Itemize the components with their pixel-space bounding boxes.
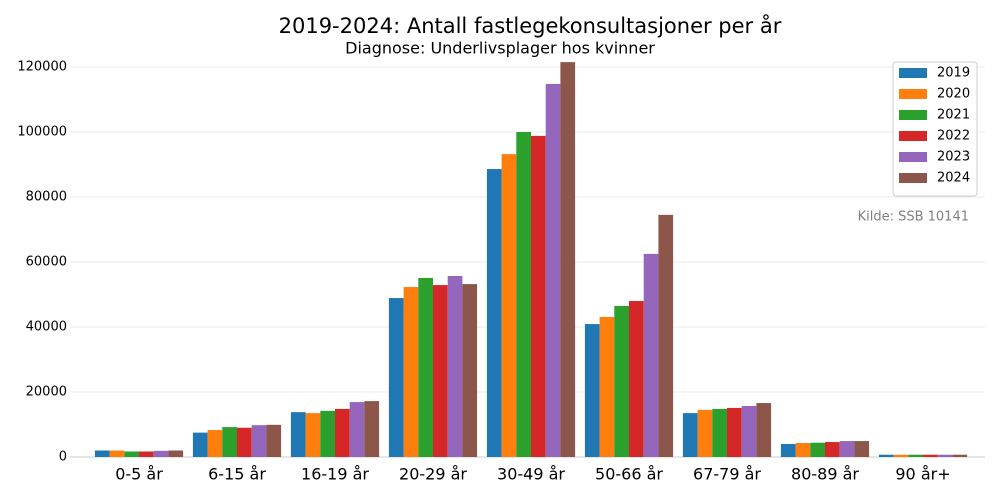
chart-title: 2019-2024: Antall fastlegekonsultasjoner… bbox=[279, 13, 782, 38]
bar bbox=[501, 154, 517, 457]
bar bbox=[192, 432, 208, 457]
bar bbox=[937, 454, 953, 457]
bar bbox=[825, 442, 840, 457]
bar bbox=[207, 430, 223, 457]
bar bbox=[486, 169, 502, 458]
bar bbox=[94, 450, 110, 457]
y-tick-label: 40000 bbox=[26, 320, 67, 335]
bar bbox=[305, 413, 321, 457]
bar bbox=[878, 454, 894, 457]
bar bbox=[741, 405, 757, 457]
y-tick-label: 100000 bbox=[17, 125, 67, 140]
bar bbox=[290, 412, 306, 457]
bar bbox=[599, 316, 615, 457]
bar bbox=[545, 83, 561, 458]
bar bbox=[153, 450, 169, 457]
x-tick-label: 50-66 år bbox=[595, 465, 663, 484]
legend-swatch bbox=[899, 131, 927, 141]
legend-swatch bbox=[899, 152, 927, 162]
chart-subtitle: Diagnose: Underlivsplager hos kvinner bbox=[345, 39, 655, 58]
y-tick-label: 20000 bbox=[26, 385, 67, 400]
bar bbox=[682, 413, 698, 457]
bar bbox=[237, 427, 252, 457]
x-tick-label: 16-19 år bbox=[301, 465, 369, 484]
bar bbox=[629, 301, 644, 457]
bar bbox=[923, 454, 938, 457]
bar bbox=[756, 403, 772, 457]
legend-swatch bbox=[899, 173, 927, 183]
bar bbox=[364, 401, 380, 457]
annotation: Kilde: SSB 10141 bbox=[858, 210, 969, 225]
bar bbox=[251, 425, 267, 457]
bar bbox=[403, 287, 419, 457]
bar bbox=[139, 451, 154, 457]
legend-label: 2022 bbox=[937, 129, 970, 144]
bar bbox=[795, 443, 811, 457]
bar bbox=[893, 454, 909, 457]
bar bbox=[531, 135, 546, 457]
x-tick-label: 90 år+ bbox=[895, 465, 950, 484]
legend-swatch bbox=[899, 110, 927, 120]
bar bbox=[433, 285, 448, 457]
bar bbox=[109, 450, 125, 457]
bar bbox=[335, 408, 350, 457]
bar bbox=[462, 284, 478, 457]
bar bbox=[320, 410, 335, 457]
legend-label: 2024 bbox=[937, 171, 970, 186]
bar bbox=[222, 427, 237, 457]
y-tick-label: 60000 bbox=[26, 255, 67, 270]
bar bbox=[810, 442, 825, 457]
bar bbox=[727, 407, 742, 457]
y-tick-label: 80000 bbox=[26, 190, 67, 205]
x-tick-label: 0-5 år bbox=[115, 465, 163, 484]
x-tick-label: 67-79 år bbox=[693, 465, 761, 484]
bar bbox=[643, 253, 659, 457]
bar bbox=[168, 450, 184, 457]
bar bbox=[908, 454, 923, 457]
legend-label: 2019 bbox=[937, 66, 970, 81]
bar bbox=[388, 298, 404, 457]
bar bbox=[560, 62, 576, 457]
bar bbox=[266, 424, 282, 457]
x-tick-label: 80-89 år bbox=[791, 465, 859, 484]
legend-label: 2023 bbox=[937, 150, 970, 165]
bar bbox=[447, 275, 463, 457]
x-tick-label: 20-29 år bbox=[399, 465, 467, 484]
bar bbox=[516, 132, 531, 457]
bar bbox=[952, 454, 968, 457]
bar bbox=[854, 441, 870, 457]
legend-label: 2020 bbox=[937, 87, 970, 102]
bar bbox=[349, 402, 365, 457]
legend-label: 2021 bbox=[937, 108, 970, 123]
x-tick-label: 30-49 år bbox=[497, 465, 565, 484]
bar bbox=[124, 451, 139, 457]
bar bbox=[418, 277, 433, 457]
legend-swatch bbox=[899, 89, 927, 99]
bar bbox=[658, 214, 674, 457]
bar bbox=[697, 409, 713, 457]
bar bbox=[712, 408, 727, 457]
legend-swatch bbox=[899, 68, 927, 78]
y-tick-label: 0 bbox=[59, 450, 67, 465]
x-tick-label: 6-15 år bbox=[208, 465, 266, 484]
bar bbox=[780, 444, 796, 457]
bar bbox=[614, 305, 629, 457]
bar bbox=[584, 324, 600, 457]
bar bbox=[839, 441, 855, 457]
y-tick-label: 120000 bbox=[17, 60, 67, 75]
